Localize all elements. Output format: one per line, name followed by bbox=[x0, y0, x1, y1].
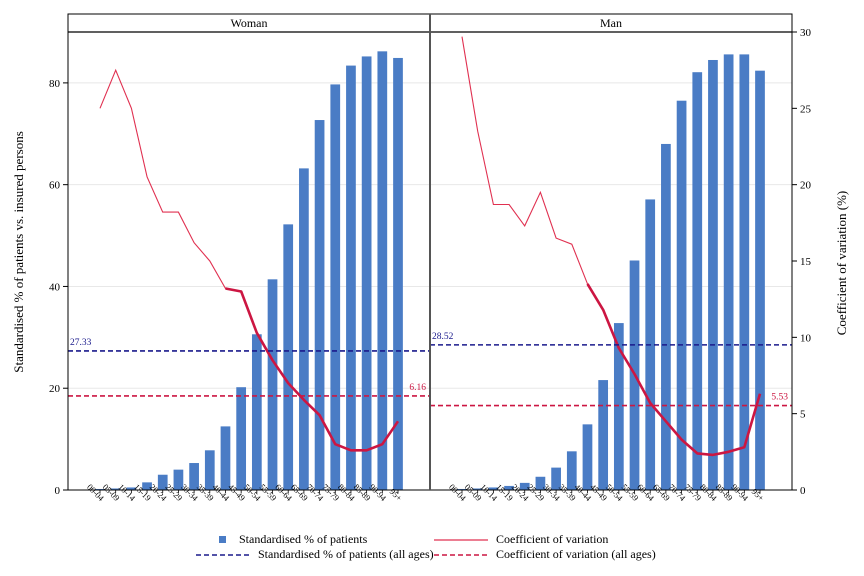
y-left-tick-label: 60 bbox=[49, 180, 61, 192]
y-right-label: Coefficient of variation (%) bbox=[834, 191, 849, 336]
bar bbox=[708, 59, 718, 490]
legend-cv-all-label: Coefficient of variation (all ages) bbox=[496, 547, 656, 561]
axes: 0 20 40 60 80 0 5 10 15 20 25 30 bbox=[49, 27, 812, 497]
bars bbox=[95, 51, 765, 491]
y-right-tick-label: 25 bbox=[800, 103, 812, 115]
bar bbox=[346, 65, 356, 490]
y-right-tick-label: 15 bbox=[800, 256, 812, 268]
bar bbox=[299, 168, 309, 491]
bar bbox=[126, 487, 137, 490]
all-ages-pct-label: 28.52 bbox=[432, 332, 454, 342]
bar bbox=[142, 482, 152, 490]
bar bbox=[173, 469, 184, 490]
legend-bars-label: Standardised % of patients bbox=[239, 532, 368, 546]
bar bbox=[692, 72, 703, 491]
all-ages-cv-label: 6.16 bbox=[409, 383, 426, 393]
bar bbox=[488, 487, 499, 490]
bar bbox=[535, 476, 546, 490]
bar bbox=[598, 380, 609, 490]
bar bbox=[110, 488, 121, 490]
y-right-tick-label: 0 bbox=[800, 485, 806, 497]
y-left-tick-label: 0 bbox=[55, 485, 61, 497]
bar bbox=[377, 51, 388, 491]
y-right-tick-label: 10 bbox=[800, 332, 812, 344]
bar bbox=[251, 334, 262, 490]
all-ages-cv-label: 5.53 bbox=[771, 393, 788, 403]
bar bbox=[393, 57, 403, 490]
bar bbox=[551, 467, 561, 490]
legend-bars-all-label: Standardised % of patients (all ages) bbox=[258, 547, 434, 561]
panel-title-woman: Woman bbox=[230, 16, 267, 30]
bar bbox=[314, 120, 325, 490]
bar bbox=[283, 224, 294, 491]
y-right-tick-label: 5 bbox=[800, 409, 806, 421]
bar bbox=[661, 143, 671, 490]
all-ages-pct-label: 27.33 bbox=[70, 338, 92, 348]
y-right-tick-label: 20 bbox=[800, 180, 812, 192]
bar bbox=[189, 463, 199, 490]
cv-lines bbox=[99, 36, 762, 457]
bar bbox=[613, 323, 624, 490]
legend-bar-swatch bbox=[219, 536, 226, 543]
y-right-tick-label: 30 bbox=[800, 27, 812, 39]
reference-lines: 27.33 6.16 28.52 5.53 bbox=[68, 332, 792, 407]
bar bbox=[582, 424, 593, 490]
bar bbox=[755, 70, 765, 491]
bar bbox=[267, 279, 278, 490]
bar bbox=[236, 387, 247, 490]
legend: Standardised % of patients Coefficient o… bbox=[196, 532, 656, 561]
y-left-tick-label: 80 bbox=[49, 78, 61, 90]
y-left-tick-label: 40 bbox=[49, 281, 61, 293]
bar bbox=[504, 485, 514, 490]
cv-line-emphasis bbox=[225, 287, 400, 452]
bar bbox=[361, 56, 372, 490]
bar bbox=[204, 450, 215, 490]
y-left-label: Standardised % of patients vs. insured p… bbox=[11, 131, 26, 373]
bar bbox=[739, 54, 750, 490]
y-left-tick-label: 20 bbox=[49, 383, 61, 395]
bar bbox=[457, 488, 467, 490]
bar bbox=[566, 451, 577, 490]
bar bbox=[472, 488, 483, 490]
bar bbox=[519, 482, 530, 490]
bar bbox=[157, 474, 168, 490]
bar bbox=[220, 426, 231, 490]
cv-line-emphasis bbox=[586, 283, 762, 457]
bar bbox=[330, 84, 341, 490]
bar bbox=[95, 488, 105, 490]
bar bbox=[723, 54, 734, 490]
legend-cv-label: Coefficient of variation bbox=[496, 532, 608, 546]
bar bbox=[676, 100, 687, 490]
panel-title-man: Man bbox=[600, 16, 622, 30]
